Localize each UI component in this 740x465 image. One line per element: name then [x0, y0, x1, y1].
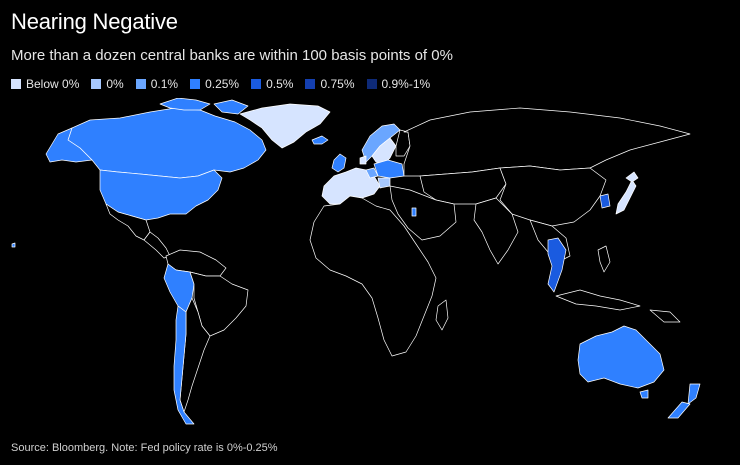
region-israel[interactable] [411, 207, 417, 217]
region-central-america[interactable] [143, 231, 171, 259]
region-chile[interactable] [173, 305, 195, 425]
region-china[interactable] [499, 165, 607, 227]
region-denmark[interactable] [359, 155, 367, 165]
region-thailand[interactable] [547, 237, 567, 293]
legend-label: Below 0% [26, 77, 80, 91]
region-japan[interactable] [615, 179, 637, 215]
source-note: Source: Bloomberg. Note: Fed policy rate… [11, 442, 278, 454]
region-new-zealand[interactable] [687, 383, 701, 405]
region-uk[interactable] [331, 153, 347, 173]
legend-swatch [366, 79, 377, 89]
region-new-zealand-south[interactable] [667, 401, 691, 419]
region-hawaii[interactable] [11, 242, 16, 248]
region-australia[interactable] [577, 325, 665, 389]
legend-item-0-1: 0.1% [135, 77, 179, 91]
legend-swatch [190, 79, 201, 89]
region-middle-east[interactable] [389, 185, 457, 241]
legend-label: 0.25% [205, 77, 240, 91]
region-india[interactable] [473, 197, 519, 265]
legend-swatch [11, 79, 21, 89]
region-iceland[interactable] [311, 135, 329, 145]
legend-item-0-25: 0.25% [190, 77, 239, 91]
legend-swatch [251, 79, 262, 89]
region-hungary[interactable] [377, 177, 391, 189]
region-canada[interactable] [67, 107, 267, 179]
world-map [11, 98, 701, 425]
chart-title: Nearing Negative [11, 9, 178, 34]
region-south-korea[interactable] [599, 193, 611, 209]
region-russia[interactable] [403, 107, 691, 177]
legend-swatch [135, 79, 146, 89]
region-brazil[interactable] [189, 271, 249, 337]
region-japan-north[interactable] [625, 171, 639, 183]
legend-label: 0.9%-1% [381, 77, 431, 91]
region-africa[interactable] [309, 195, 437, 357]
region-euro-area[interactable] [321, 167, 381, 205]
region-png[interactable] [649, 309, 681, 323]
legend-item-below-0: Below 0% [11, 77, 79, 91]
legend-item-0-5: 0.5% [251, 77, 293, 91]
legend: Below 0% 0% 0.1% 0.25% 0.5% 0.75% 0.9%-1… [11, 77, 430, 91]
region-sweden[interactable] [371, 137, 397, 167]
region-norway[interactable] [361, 123, 401, 163]
region-madagascar[interactable] [435, 299, 449, 331]
legend-swatch [91, 79, 102, 89]
region-arctic-islands[interactable] [159, 98, 211, 111]
region-tasmania[interactable] [639, 389, 649, 399]
region-indonesia[interactable] [555, 289, 641, 311]
legend-item-0-75: 0.75% [305, 77, 355, 91]
legend-label: 0.1% [150, 77, 179, 91]
legend-item-0-9-1: 0.9%-1% [366, 77, 431, 91]
legend-label: 0.5% [266, 77, 294, 91]
legend-label: 0% [106, 77, 124, 91]
legend-item-0: 0% [91, 77, 124, 91]
region-poland[interactable] [373, 159, 405, 179]
legend-swatch [305, 79, 316, 89]
region-czech[interactable] [365, 167, 379, 179]
region-alaska[interactable] [45, 127, 93, 163]
chart-subtitle: More than a dozen central banks are with… [11, 47, 453, 64]
legend-label: 0.75% [320, 77, 355, 91]
region-philippines[interactable] [597, 245, 611, 273]
region-arctic-islands-2[interactable] [213, 99, 249, 115]
region-greenland[interactable] [239, 103, 331, 149]
